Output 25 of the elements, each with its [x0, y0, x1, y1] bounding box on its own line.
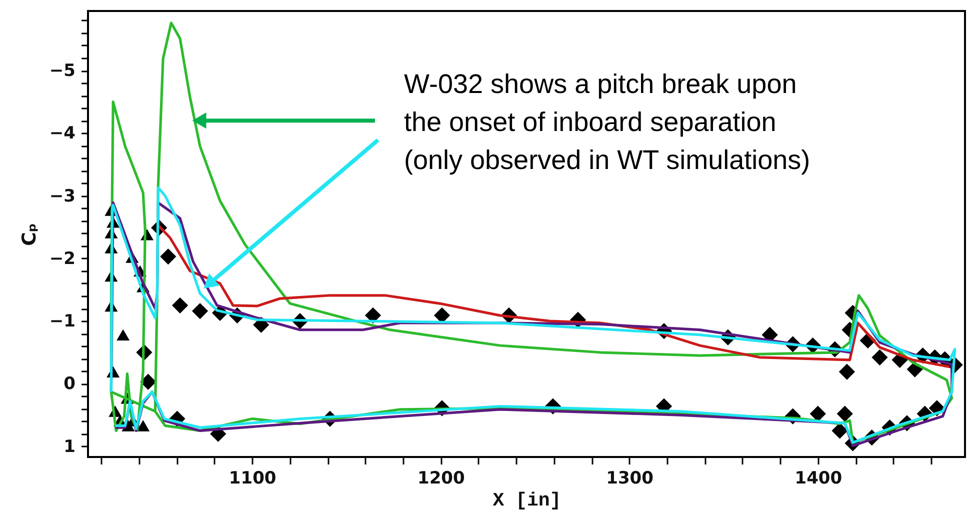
x-tick-label: 1100 — [228, 468, 276, 488]
point — [192, 302, 208, 320]
point — [116, 329, 130, 340]
annotation: W-032 shows a pitch break upon the onset of inboard separation (only observed in WT simulations) — [404, 69, 810, 175]
point — [838, 364, 855, 380]
y-tick-label: −3 — [49, 186, 76, 206]
x-tick-label: 1300 — [606, 468, 654, 488]
point — [810, 406, 826, 422]
y-tick-label: 0 — [64, 374, 76, 394]
x-tick-label: 1200 — [418, 468, 466, 488]
point — [364, 307, 382, 324]
point — [172, 297, 188, 314]
point — [836, 406, 853, 422]
x-axis-title: X [in] — [492, 490, 562, 512]
y-tick-label: −2 — [49, 248, 76, 269]
y-axis-title: Cₚ — [18, 222, 40, 246]
y-tick-label: −5 — [49, 61, 76, 82]
point — [832, 422, 848, 439]
point — [872, 349, 888, 366]
y-tick-label: −4 — [49, 124, 76, 144]
point — [136, 420, 150, 432]
x-tick-label: 1400 — [794, 468, 842, 488]
point — [160, 248, 176, 265]
y-tick-label: −1 — [49, 312, 76, 332]
y-tick-label: 1 — [64, 436, 76, 457]
